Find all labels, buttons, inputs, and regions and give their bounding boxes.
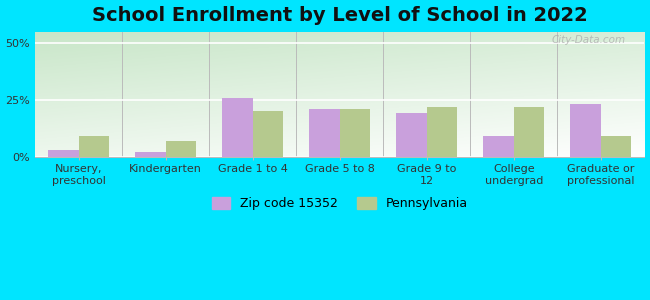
Bar xyxy=(222,98,253,157)
Bar xyxy=(253,111,283,157)
Bar xyxy=(427,106,458,157)
Bar xyxy=(514,106,544,157)
Title: School Enrollment by Level of School in 2022: School Enrollment by Level of School in … xyxy=(92,6,588,25)
Bar xyxy=(166,141,196,157)
Bar xyxy=(340,109,370,157)
Text: City-Data.com: City-Data.com xyxy=(552,35,626,45)
Bar xyxy=(601,136,631,157)
Bar xyxy=(396,113,427,157)
Bar xyxy=(135,152,166,157)
Bar xyxy=(571,104,601,157)
Bar xyxy=(484,136,514,157)
Bar xyxy=(309,109,340,157)
Bar xyxy=(48,150,79,157)
Bar xyxy=(79,136,109,157)
Legend: Zip code 15352, Pennsylvania: Zip code 15352, Pennsylvania xyxy=(207,192,473,215)
